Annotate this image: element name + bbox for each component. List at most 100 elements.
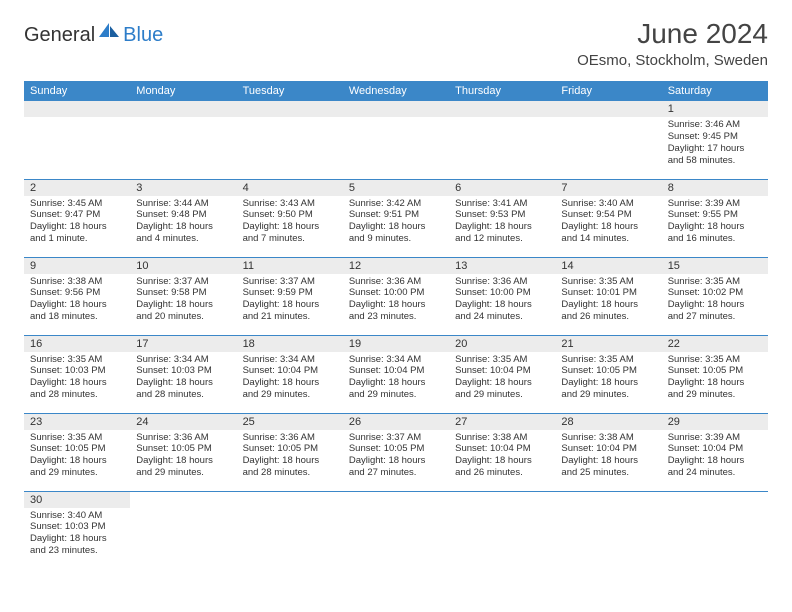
calendar-empty — [449, 491, 555, 569]
day-number: 30 — [24, 492, 130, 508]
daylight: Daylight: 18 hours and 27 minutes. — [349, 455, 443, 479]
daylight: Daylight: 18 hours and 1 minute. — [30, 221, 124, 245]
calendar-empty — [449, 101, 555, 179]
day-body: Sunrise: 3:34 AMSunset: 10:04 PMDaylight… — [343, 352, 449, 406]
day-number: 20 — [449, 336, 555, 352]
calendar-day: 10Sunrise: 3:37 AMSunset: 9:58 PMDayligh… — [130, 257, 236, 335]
sunset: Sunset: 10:02 PM — [668, 287, 762, 299]
sunset: Sunset: 9:51 PM — [349, 209, 443, 221]
day-body: Sunrise: 3:37 AMSunset: 9:59 PMDaylight:… — [237, 274, 343, 328]
day-number: 5 — [343, 180, 449, 196]
day-body: Sunrise: 3:35 AMSunset: 10:05 PMDaylight… — [662, 352, 768, 406]
day-body: Sunrise: 3:38 AMSunset: 9:56 PMDaylight:… — [24, 274, 130, 328]
sunrise: Sunrise: 3:37 AM — [136, 276, 230, 288]
calendar-day: 6Sunrise: 3:41 AMSunset: 9:53 PMDaylight… — [449, 179, 555, 257]
calendar-day: 16Sunrise: 3:35 AMSunset: 10:03 PMDaylig… — [24, 335, 130, 413]
daylight: Daylight: 18 hours and 24 minutes. — [668, 455, 762, 479]
sunset: Sunset: 10:05 PM — [349, 443, 443, 455]
sunset: Sunset: 9:59 PM — [243, 287, 337, 299]
calendar-day: 9Sunrise: 3:38 AMSunset: 9:56 PMDaylight… — [24, 257, 130, 335]
header: General Blue June 2024 OEsmo, Stockholm,… — [24, 18, 768, 69]
day-number: 26 — [343, 414, 449, 430]
sail-icon — [99, 23, 121, 37]
calendar-day: 8Sunrise: 3:39 AMSunset: 9:55 PMDaylight… — [662, 179, 768, 257]
calendar-day: 20Sunrise: 3:35 AMSunset: 10:04 PMDaylig… — [449, 335, 555, 413]
daylight: Daylight: 18 hours and 23 minutes. — [349, 299, 443, 323]
calendar-week: 2Sunrise: 3:45 AMSunset: 9:47 PMDaylight… — [24, 179, 768, 257]
daynum-empty — [24, 101, 130, 117]
daylight: Daylight: 18 hours and 20 minutes. — [136, 299, 230, 323]
calendar-day: 2Sunrise: 3:45 AMSunset: 9:47 PMDaylight… — [24, 179, 130, 257]
day-body: Sunrise: 3:39 AMSunset: 9:55 PMDaylight:… — [662, 196, 768, 250]
calendar-week: 1Sunrise: 3:46 AMSunset: 9:45 PMDaylight… — [24, 101, 768, 179]
calendar-day: 25Sunrise: 3:36 AMSunset: 10:05 PMDaylig… — [237, 413, 343, 491]
day-body: Sunrise: 3:36 AMSunset: 10:00 PMDaylight… — [449, 274, 555, 328]
sunrise: Sunrise: 3:43 AM — [243, 198, 337, 210]
weekday-header-row: Sunday Monday Tuesday Wednesday Thursday… — [24, 81, 768, 101]
weekday-header: Sunday — [24, 81, 130, 101]
daynum-empty — [555, 101, 661, 117]
sunset: Sunset: 9:48 PM — [136, 209, 230, 221]
day-number: 2 — [24, 180, 130, 196]
daynum-empty — [343, 101, 449, 117]
calendar-empty — [130, 101, 236, 179]
sunrise: Sunrise: 3:37 AM — [243, 276, 337, 288]
sunset: Sunset: 10:03 PM — [136, 365, 230, 377]
day-number: 23 — [24, 414, 130, 430]
calendar-day: 19Sunrise: 3:34 AMSunset: 10:04 PMDaylig… — [343, 335, 449, 413]
sunset: Sunset: 9:55 PM — [668, 209, 762, 221]
calendar-day: 29Sunrise: 3:39 AMSunset: 10:04 PMDaylig… — [662, 413, 768, 491]
day-number: 29 — [662, 414, 768, 430]
day-number: 15 — [662, 258, 768, 274]
sunset: Sunset: 10:05 PM — [668, 365, 762, 377]
day-number: 24 — [130, 414, 236, 430]
day-body: Sunrise: 3:39 AMSunset: 10:04 PMDaylight… — [662, 430, 768, 484]
brand-part1: General — [24, 24, 95, 47]
sunset: Sunset: 10:04 PM — [455, 443, 549, 455]
sunset: Sunset: 10:03 PM — [30, 521, 124, 533]
sunset: Sunset: 10:04 PM — [561, 443, 655, 455]
calendar-day: 3Sunrise: 3:44 AMSunset: 9:48 PMDaylight… — [130, 179, 236, 257]
day-body: Sunrise: 3:35 AMSunset: 10:05 PMDaylight… — [24, 430, 130, 484]
calendar-day: 4Sunrise: 3:43 AMSunset: 9:50 PMDaylight… — [237, 179, 343, 257]
calendar-day: 5Sunrise: 3:42 AMSunset: 9:51 PMDaylight… — [343, 179, 449, 257]
calendar-day: 23Sunrise: 3:35 AMSunset: 10:05 PMDaylig… — [24, 413, 130, 491]
weekday-header: Thursday — [449, 81, 555, 101]
day-number: 16 — [24, 336, 130, 352]
sunrise: Sunrise: 3:36 AM — [349, 276, 443, 288]
day-number: 12 — [343, 258, 449, 274]
weekday-header: Friday — [555, 81, 661, 101]
calendar-empty — [343, 491, 449, 569]
sunset: Sunset: 10:04 PM — [349, 365, 443, 377]
day-number: 3 — [130, 180, 236, 196]
day-number: 22 — [662, 336, 768, 352]
sunrise: Sunrise: 3:34 AM — [136, 354, 230, 366]
daylight: Daylight: 18 hours and 29 minutes. — [349, 377, 443, 401]
daylight: Daylight: 18 hours and 14 minutes. — [561, 221, 655, 245]
daylight: Daylight: 18 hours and 18 minutes. — [30, 299, 124, 323]
day-body: Sunrise: 3:35 AMSunset: 10:05 PMDaylight… — [555, 352, 661, 406]
daynum-empty — [237, 101, 343, 117]
day-number: 27 — [449, 414, 555, 430]
daylight: Daylight: 18 hours and 9 minutes. — [349, 221, 443, 245]
day-body: Sunrise: 3:45 AMSunset: 9:47 PMDaylight:… — [24, 196, 130, 250]
calendar-day: 11Sunrise: 3:37 AMSunset: 9:59 PMDayligh… — [237, 257, 343, 335]
calendar-empty — [555, 491, 661, 569]
calendar-day: 26Sunrise: 3:37 AMSunset: 10:05 PMDaylig… — [343, 413, 449, 491]
day-number: 13 — [449, 258, 555, 274]
sunrise: Sunrise: 3:46 AM — [668, 119, 762, 131]
day-body: Sunrise: 3:37 AMSunset: 9:58 PMDaylight:… — [130, 274, 236, 328]
sunset: Sunset: 10:05 PM — [243, 443, 337, 455]
sunset: Sunset: 10:01 PM — [561, 287, 655, 299]
day-number: 25 — [237, 414, 343, 430]
day-body: Sunrise: 3:34 AMSunset: 10:03 PMDaylight… — [130, 352, 236, 406]
daylight: Daylight: 18 hours and 27 minutes. — [668, 299, 762, 323]
sunset: Sunset: 9:54 PM — [561, 209, 655, 221]
daylight: Daylight: 18 hours and 4 minutes. — [136, 221, 230, 245]
day-body: Sunrise: 3:42 AMSunset: 9:51 PMDaylight:… — [343, 196, 449, 250]
calendar-day: 12Sunrise: 3:36 AMSunset: 10:00 PMDaylig… — [343, 257, 449, 335]
weekday-header: Wednesday — [343, 81, 449, 101]
calendar-day: 27Sunrise: 3:38 AMSunset: 10:04 PMDaylig… — [449, 413, 555, 491]
weekday-header: Monday — [130, 81, 236, 101]
calendar-empty — [555, 101, 661, 179]
